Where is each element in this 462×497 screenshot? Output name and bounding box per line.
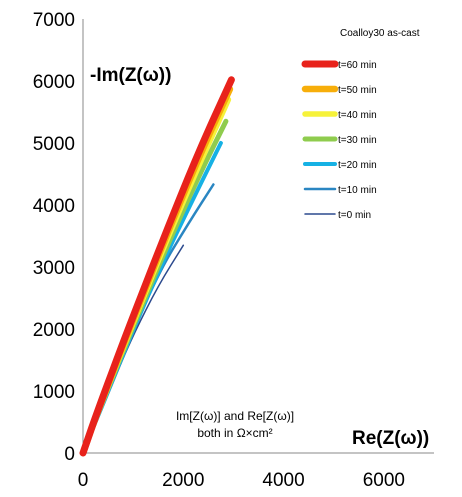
y-tick-label: 4000 xyxy=(33,196,75,217)
x-axis-title: Re(Z(ω)) xyxy=(352,428,429,449)
legend-label: t=20 min xyxy=(338,160,377,171)
series-line xyxy=(79,76,235,457)
legend-label: t=10 min xyxy=(338,185,377,196)
y-tick-labels: 0 1000 2000 3000 4000 5000 6000 7000 xyxy=(33,10,75,465)
x-tick-label: 6000 xyxy=(363,470,405,491)
legend-label: t=30 min xyxy=(338,135,377,146)
legend: t=60 min t=50 min t=40 min t=30 min t=20 min… xyxy=(301,60,377,221)
y-tick-label: 7000 xyxy=(33,10,75,31)
x-tick-label: 4000 xyxy=(262,470,304,491)
legend-label: t=60 min xyxy=(338,60,377,71)
x-tick-label: 0 xyxy=(78,470,89,491)
legend-label: t=0 min xyxy=(338,210,371,221)
y-axis-title: -Im(Z(ω)) xyxy=(90,65,171,86)
x-tick-labels: 0 2000 4000 6000 xyxy=(78,470,405,491)
y-tick-label: 1000 xyxy=(33,382,75,403)
chart-title: Coalloy30 as-cast xyxy=(340,28,420,39)
legend-label: t=50 min xyxy=(338,85,377,96)
units-note-line-2: both in Ω×cm² xyxy=(197,426,272,440)
series-line xyxy=(82,244,185,454)
units-note-line-1: Im[Z(ω)] and Re[Z(ω)] xyxy=(176,409,294,423)
y-tick-label: 2000 xyxy=(33,320,75,341)
series-layer xyxy=(79,76,235,457)
legend-label: t=40 min xyxy=(338,110,377,121)
y-tick-label: 0 xyxy=(64,444,75,465)
y-tick-label: 6000 xyxy=(33,72,75,93)
y-tick-label: 3000 xyxy=(33,258,75,279)
y-tick-label: 5000 xyxy=(33,134,75,155)
x-tick-label: 2000 xyxy=(162,470,204,491)
